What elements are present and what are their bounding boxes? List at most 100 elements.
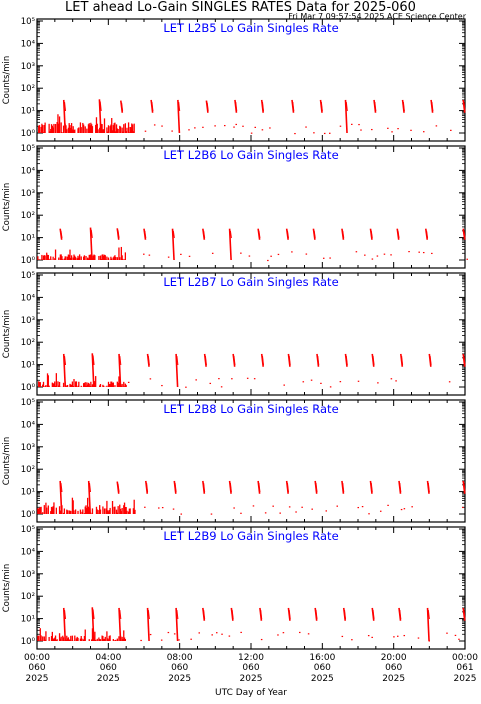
data-spike-edge: [315, 483, 318, 493]
data-point: [322, 257, 325, 259]
panel-title: LET L2B6 Lo Gain Singles Rate: [163, 148, 338, 162]
x-tick-time: 08:00: [167, 653, 193, 663]
data-point: [410, 129, 412, 131]
data-spike: [424, 228, 429, 240]
data-spike: [118, 353, 122, 388]
data-point: [325, 510, 328, 512]
data-point: [161, 384, 163, 387]
data-spike-edge: [401, 356, 404, 366]
x-tick-doy: 061: [456, 663, 473, 673]
data-spike: [173, 480, 177, 494]
data-point: [167, 631, 170, 634]
data-point: [323, 132, 326, 135]
data-point: [228, 635, 231, 637]
data-spike-edge: [203, 610, 206, 620]
data-spike: [59, 480, 63, 515]
data-point: [454, 634, 457, 637]
data-spike: [230, 607, 234, 621]
data-point: [149, 378, 152, 380]
panel-2: 10⁰ 10¹ 10² 10³ 10⁴ 10⁵ Counts/min LET L2B6 Lo …: [2, 144, 468, 269]
x-tick-doy: 060: [314, 663, 331, 673]
data-spike: [118, 607, 122, 642]
data-point: [403, 508, 406, 510]
data-spike: [177, 99, 181, 134]
data-spike-edge: [147, 356, 150, 366]
y-tick-label: 10¹: [21, 615, 35, 625]
data-point: [180, 513, 183, 515]
data-point: [158, 507, 160, 509]
data-point: [302, 381, 305, 383]
x-tick-year: 2025: [382, 674, 405, 684]
x-tick-year: 2025: [97, 674, 120, 684]
data-spike: [314, 607, 318, 621]
data-point: [153, 124, 156, 126]
data-spike-edge: [288, 356, 291, 366]
data-point: [269, 127, 271, 129]
data-point: [246, 377, 249, 379]
panels-group: 10⁰ 10¹ 10² 10³ 10⁴ 10⁵ Counts/min LET L2B5 Lo …: [2, 17, 468, 650]
data-spike: [344, 353, 348, 367]
data-point: [172, 508, 175, 510]
data-point: [448, 381, 451, 383]
data-spike: [369, 228, 373, 240]
data-spike-edge: [372, 356, 375, 366]
data-spike-edge: [313, 230, 316, 239]
data-spike-edge: [372, 610, 375, 620]
data-spike-edge: [117, 483, 120, 493]
x-tick-time: 12:00: [238, 653, 264, 663]
data-point: [198, 632, 201, 634]
data-spike: [462, 353, 466, 367]
data-point: [167, 256, 170, 258]
data-spike: [232, 353, 236, 367]
data-spike-edge: [206, 102, 209, 112]
data-spike-edge: [203, 230, 206, 239]
data-point: [143, 253, 145, 255]
data-spike-edge: [235, 102, 238, 112]
data-point: [377, 382, 379, 384]
series-group: [38, 353, 466, 388]
y-tick-label: 10²: [21, 84, 35, 94]
data-spike: [257, 228, 261, 240]
data-spike: [202, 607, 206, 621]
data-point: [188, 129, 190, 131]
panel-1: 10⁰ 10¹ 10² 10³ 10⁴ 10⁵ Counts/min LET L2B5 Lo …: [2, 17, 466, 142]
data-spike-edge: [344, 610, 347, 620]
data-spike-edge: [345, 356, 348, 366]
data-point: [458, 638, 460, 640]
data-spike: [426, 607, 430, 642]
data-spike: [62, 99, 67, 134]
data-point: [358, 123, 360, 126]
data-spike: [462, 607, 466, 621]
data-spike-edge: [463, 102, 466, 112]
data-spike: [143, 228, 147, 240]
x-tick-labels-group: 00:00060202504:00060202508:00060202512:0…: [24, 653, 478, 684]
y-tick-label: 10¹: [21, 361, 35, 371]
data-point: [140, 639, 142, 642]
data-point: [180, 253, 182, 255]
panel-title: LET L2B8 Lo Gain Singles Rate: [163, 402, 338, 416]
data-point: [240, 252, 242, 254]
y-tick-label: 10³: [21, 62, 35, 72]
data-spike-edge: [229, 483, 232, 493]
data-point: [431, 252, 433, 255]
data-point: [355, 251, 358, 253]
data-point: [260, 638, 263, 641]
data-spike-edge: [397, 230, 400, 239]
data-spike-edge: [64, 610, 67, 620]
data-spike-edge: [399, 610, 402, 620]
data-spike-edge: [342, 483, 345, 493]
data-point: [272, 505, 274, 507]
data-point: [160, 639, 163, 641]
data-point: [209, 382, 212, 385]
data-point: [277, 253, 280, 256]
x-tick-year: 2025: [454, 674, 477, 684]
data-point: [214, 125, 216, 127]
data-point: [462, 506, 464, 509]
data-spike: [371, 353, 375, 367]
data-spike-edge: [286, 230, 289, 239]
data-spike-edge: [370, 230, 373, 239]
data-spike: [400, 353, 404, 367]
x-tick-doy: 060: [385, 663, 402, 673]
series-group: [37, 480, 466, 515]
data-point: [466, 258, 468, 260]
